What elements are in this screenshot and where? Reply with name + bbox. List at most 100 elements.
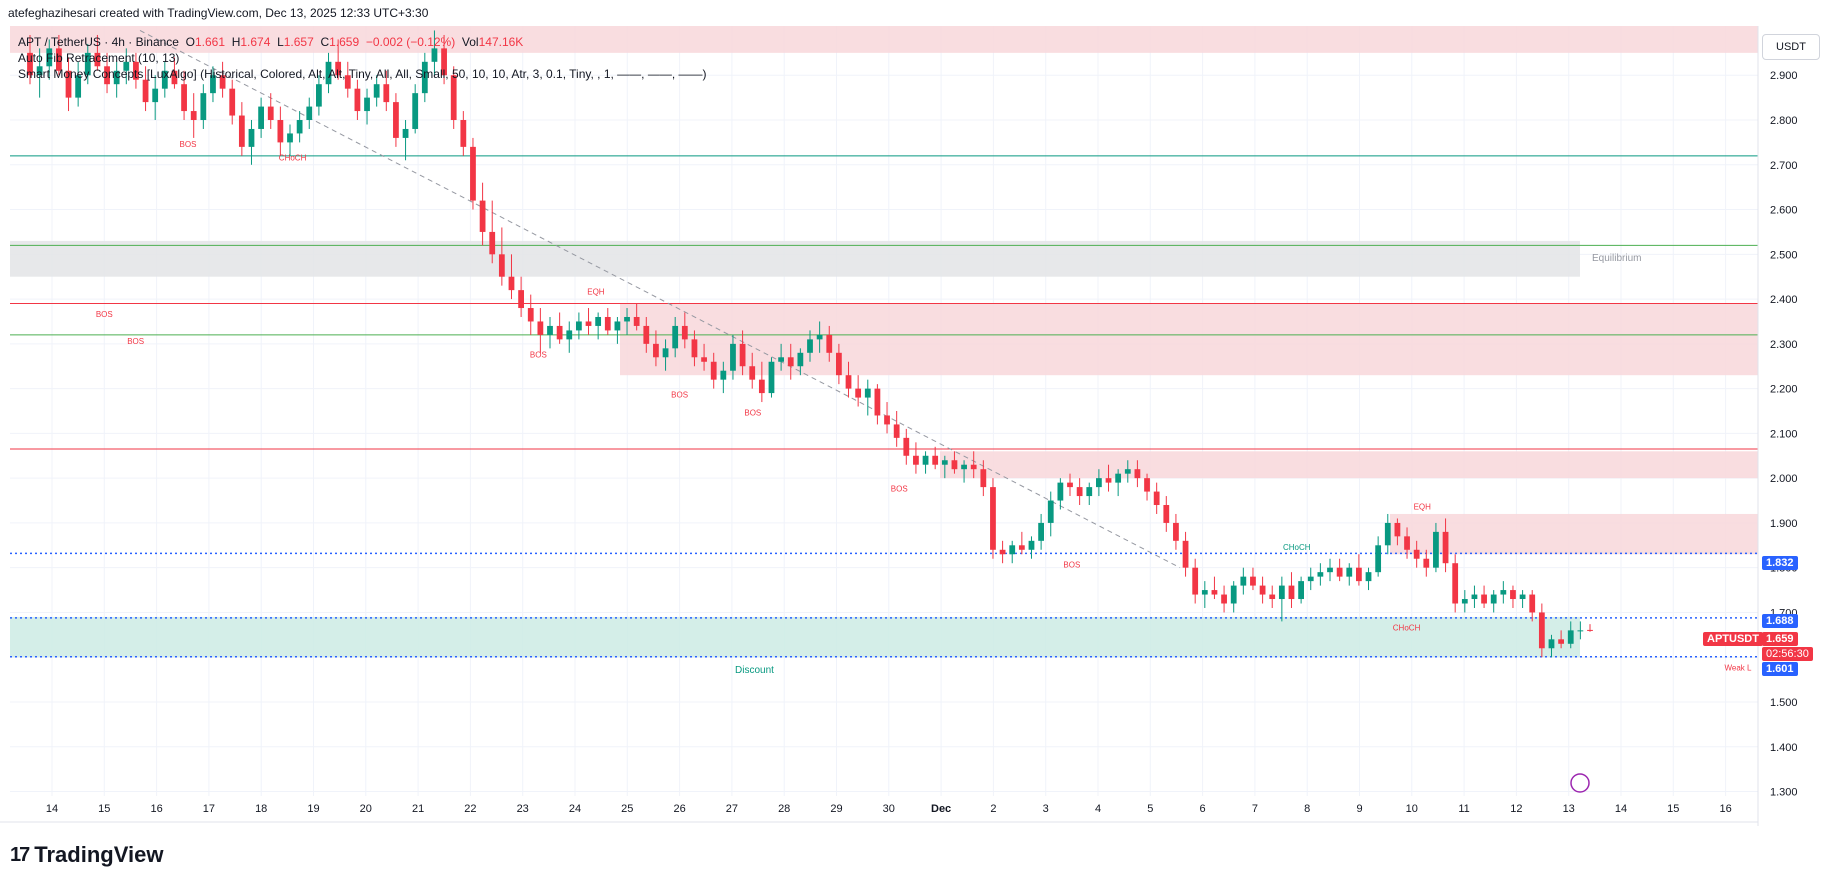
candle-body [354, 88, 361, 112]
candle-body [1481, 594, 1487, 604]
candle-body [1567, 630, 1574, 644]
candle-body [402, 128, 409, 138]
candle-body [335, 61, 342, 76]
candle-body [913, 455, 919, 465]
candle-body [1423, 558, 1430, 568]
candle-body [990, 487, 996, 550]
candle-body [325, 61, 332, 85]
candle-body [1221, 594, 1227, 604]
candle-body [778, 357, 784, 362]
candle-body [412, 93, 419, 129]
x-tick-label: 15 [1667, 803, 1679, 815]
candle-body [903, 437, 910, 456]
candle-body [104, 66, 110, 85]
candle-body [219, 75, 226, 89]
tradingview-logo[interactable]: 17 TradingView [10, 842, 163, 868]
smc-label: CHoCH [1283, 543, 1311, 552]
volume-value: 147.16K [478, 35, 524, 49]
candlestick-chart[interactable]: Equilibrium Discount BOS BOS BOS CHoCH EQH BOS B… [0, 26, 1835, 826]
candle-body [1173, 522, 1179, 541]
x-tick-label: 22 [464, 803, 476, 815]
candle-body [566, 330, 573, 340]
candle-body [1413, 549, 1420, 559]
candle-body [1240, 576, 1247, 586]
y-tick-label: 2.300 [1770, 339, 1798, 351]
candle-body [758, 379, 765, 394]
candle-body [1192, 567, 1199, 595]
candle-body [200, 93, 207, 121]
candle-body [470, 146, 476, 201]
candle-body [161, 70, 168, 89]
candle-body [1375, 545, 1382, 573]
candle-body [749, 366, 756, 380]
price-tag-1688: 1.688 [1762, 614, 1798, 628]
candle-body [287, 133, 293, 143]
candle-body [845, 375, 852, 389]
candle-body [498, 254, 505, 277]
candle-body [595, 316, 602, 326]
candle-body [258, 106, 264, 129]
candle-body [527, 308, 534, 322]
zone-supply-3 [940, 451, 1758, 479]
candle-body [941, 460, 948, 465]
candle-body [1134, 469, 1141, 479]
candle-body [46, 48, 53, 67]
candle-body [1288, 585, 1295, 600]
candle-body [123, 61, 130, 71]
smc-label: BOS [891, 485, 908, 494]
candle-body [922, 455, 929, 465]
candle-body [277, 120, 284, 143]
candle-body [1490, 594, 1497, 604]
candle-body [383, 84, 390, 103]
candle-body [518, 290, 524, 309]
candle-body [720, 370, 727, 380]
candle-body [537, 321, 544, 335]
candle-body [1250, 576, 1256, 586]
candle-body [1336, 567, 1343, 577]
created-by-line: atefeghazihesari created with TradingVie… [8, 6, 429, 20]
candle-body [248, 128, 255, 147]
change-value: −0.002 (−0.12%) [365, 35, 456, 49]
candle-body [1086, 487, 1093, 497]
y-tick-label: 1.400 [1770, 742, 1798, 754]
candle-body [970, 464, 977, 470]
candle-body [614, 321, 621, 331]
candle-body [267, 106, 274, 121]
symbol-label[interactable]: APT / TetherUS · 4h · Binance [18, 35, 179, 49]
smc-label: BOS [744, 408, 761, 417]
x-tick-label: 4 [1095, 803, 1101, 815]
candle-body [373, 84, 380, 98]
price-tag-ticker: APTUSDT [1703, 632, 1763, 646]
candle-body [1163, 505, 1170, 523]
candle-body [1269, 594, 1276, 600]
candle-body [508, 276, 515, 291]
open-label: O [185, 35, 195, 49]
candle-body [1327, 567, 1333, 573]
candle-body [1471, 594, 1478, 600]
candle-body [1211, 590, 1218, 595]
candle-body [316, 84, 322, 107]
currency-button[interactable]: USDT [1762, 34, 1820, 60]
candle-body [932, 455, 939, 465]
candle-body [1548, 639, 1555, 649]
smc-label: Weak L [1725, 664, 1753, 673]
candle-body [1500, 590, 1507, 595]
candle-body [431, 48, 438, 62]
x-tick-label: 27 [726, 803, 738, 815]
x-tick-label: 19 [307, 803, 319, 815]
x-tick-label: 12 [1510, 803, 1522, 815]
indicator-smc[interactable]: Smart Money Concepts [LuxAlgo] (Historic… [18, 67, 707, 81]
candle-body [739, 343, 746, 367]
zone-supply-4 [1390, 513, 1758, 555]
candle-body [393, 102, 399, 138]
candle-body [787, 357, 794, 367]
zone-supply-top [10, 26, 1758, 53]
candle-body [1038, 522, 1044, 541]
open-value: 1.661 [194, 35, 226, 49]
indicator-fib[interactable]: Auto Fib Retracement (10, 13) [18, 51, 180, 65]
candle-body [450, 75, 457, 121]
candle-body [84, 52, 91, 76]
candle-body [1577, 630, 1584, 632]
candle-body [807, 339, 813, 353]
candle-body [1461, 599, 1468, 604]
